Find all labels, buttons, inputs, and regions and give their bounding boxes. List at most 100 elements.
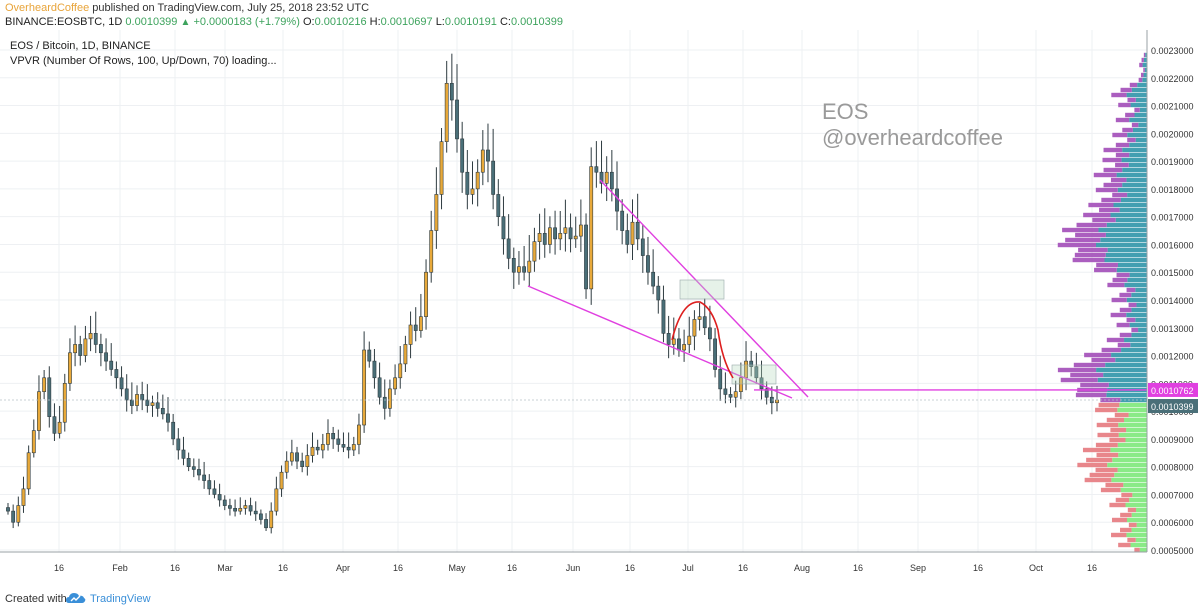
price-tick-label: 0.0006000 bbox=[1151, 518, 1194, 528]
candle-body bbox=[480, 149, 485, 173]
candle-body bbox=[171, 421, 176, 440]
volume-profile-row-up bbox=[1105, 232, 1147, 238]
volume-profile-row-down bbox=[1117, 342, 1131, 348]
candle-body bbox=[222, 499, 227, 506]
candle-body bbox=[181, 449, 186, 459]
time-axis[interactable] bbox=[0, 552, 1147, 586]
candle-body bbox=[124, 388, 129, 401]
price-tags: 0.0010762 0.0010399 bbox=[1148, 382, 1198, 414]
volume-profile-row-up bbox=[1139, 547, 1147, 553]
volume-profile-row-up bbox=[1117, 407, 1147, 413]
volume-profile-row-down bbox=[1073, 362, 1106, 368]
volume-profile-row-down bbox=[1121, 492, 1133, 498]
price-tick-label: 0.0014000 bbox=[1151, 296, 1194, 306]
candle-body bbox=[269, 510, 274, 529]
high-label: H: bbox=[369, 16, 381, 28]
candle-body bbox=[114, 369, 119, 379]
volume-profile-row-down bbox=[1103, 167, 1123, 173]
volume-profile-row-down bbox=[1084, 352, 1112, 358]
volume-profile-row-down bbox=[1134, 547, 1140, 553]
volume-profile-row-down bbox=[1128, 302, 1137, 308]
volume-profile-row-down bbox=[1127, 507, 1137, 513]
volume-profile-row-up bbox=[1098, 227, 1147, 233]
volume-profile-row-down bbox=[1120, 512, 1132, 518]
volume-profile-row-down bbox=[1070, 372, 1104, 378]
volume-profile-row-up bbox=[1135, 317, 1147, 323]
price-tick-label: 0.0021000 bbox=[1151, 102, 1194, 112]
candle-body bbox=[527, 260, 532, 273]
volume-profile-row-down bbox=[1103, 147, 1123, 153]
tradingview-cloud-icon[interactable] bbox=[66, 592, 86, 607]
drawings bbox=[0, 179, 1147, 401]
candle-body bbox=[455, 99, 459, 140]
candle-body bbox=[372, 360, 377, 379]
candle-body bbox=[625, 230, 630, 245]
candle-body bbox=[160, 408, 165, 415]
volume-profile-row-down bbox=[1127, 97, 1136, 103]
volume-profile-row-down bbox=[1111, 517, 1127, 523]
volume-profile-row-down bbox=[1075, 232, 1106, 238]
volume-profile-row-up bbox=[1119, 402, 1147, 408]
candle-body bbox=[460, 138, 465, 173]
volume-profile-row-up bbox=[1131, 307, 1147, 313]
high-value: 0.0010697 bbox=[380, 16, 433, 28]
candle-body bbox=[749, 360, 754, 367]
grid-lines bbox=[0, 30, 1147, 552]
candle-body bbox=[109, 360, 114, 370]
candle-body bbox=[47, 377, 52, 417]
volume-profile-row-up bbox=[1124, 337, 1147, 343]
author-name[interactable]: OverheardCoffee bbox=[5, 2, 90, 14]
price-tick-label: 0.0017000 bbox=[1151, 213, 1194, 223]
volume-profile-row-up bbox=[1118, 432, 1147, 438]
candle-body bbox=[346, 446, 351, 451]
candle-body bbox=[522, 266, 527, 273]
candle-body bbox=[228, 505, 232, 509]
volume-profile-row-up bbox=[1116, 172, 1147, 178]
candle-body bbox=[486, 149, 490, 162]
price-tick-label: 0.0022000 bbox=[1151, 74, 1194, 84]
candle-body bbox=[331, 433, 336, 440]
price-axis[interactable] bbox=[1147, 30, 1200, 586]
volume-profile-row-down bbox=[1094, 267, 1117, 273]
candle-body bbox=[104, 352, 108, 362]
candle-body bbox=[548, 227, 552, 245]
volume-profile-row-down bbox=[1096, 452, 1119, 458]
volume-profile-row-down bbox=[1111, 532, 1127, 538]
volume-profile-row-up bbox=[1126, 427, 1147, 433]
price-tick-label: 0.0023000 bbox=[1151, 46, 1194, 56]
candle-body bbox=[687, 335, 692, 345]
volume-profile-row-up bbox=[1137, 82, 1147, 88]
candle-body bbox=[738, 377, 743, 392]
candle-body bbox=[465, 171, 470, 195]
candle-body bbox=[532, 241, 537, 262]
volume-profile-row-up bbox=[1129, 152, 1147, 158]
volume-profile-row-down bbox=[1089, 472, 1115, 478]
candle-body bbox=[491, 160, 496, 195]
volume-profile-row-down bbox=[1127, 137, 1136, 143]
price-chart[interactable]: 0.0005000 0.0006000 0.0007000 0.0008000 0.00… bbox=[0, 30, 1200, 586]
candle-body bbox=[6, 507, 10, 512]
volume-profile-row-down bbox=[1141, 57, 1144, 63]
volume-profile-row-up bbox=[1117, 467, 1147, 473]
volume-profile-row-down bbox=[1138, 77, 1143, 83]
volume-profile-row-up bbox=[1115, 357, 1147, 363]
candle-body bbox=[295, 452, 299, 462]
price-tick-label: 0.0012000 bbox=[1151, 352, 1194, 362]
volume-profile-row-up bbox=[1126, 297, 1147, 303]
volume-profile-row-down bbox=[1129, 82, 1138, 88]
volume-profile-row-up bbox=[1126, 92, 1147, 98]
upper-trendline bbox=[599, 179, 809, 398]
volume-profile-row-up bbox=[1097, 377, 1147, 383]
volume-profile-row-up bbox=[1128, 162, 1147, 168]
price-tick-label: 0.0013000 bbox=[1151, 324, 1194, 334]
volume-profile-row-down bbox=[1088, 202, 1114, 208]
volume-profile-row-up bbox=[1136, 507, 1147, 513]
candle-body bbox=[578, 224, 583, 237]
tradingview-brand[interactable]: TradingView bbox=[90, 593, 151, 605]
volume-profile-row-down bbox=[1106, 337, 1125, 343]
volume-profile-row-down bbox=[1078, 247, 1108, 253]
candle-body bbox=[279, 471, 284, 490]
time-tick-label: Mar bbox=[217, 563, 233, 573]
volume-profile-row-down bbox=[1060, 377, 1098, 383]
candle-body bbox=[393, 377, 397, 390]
